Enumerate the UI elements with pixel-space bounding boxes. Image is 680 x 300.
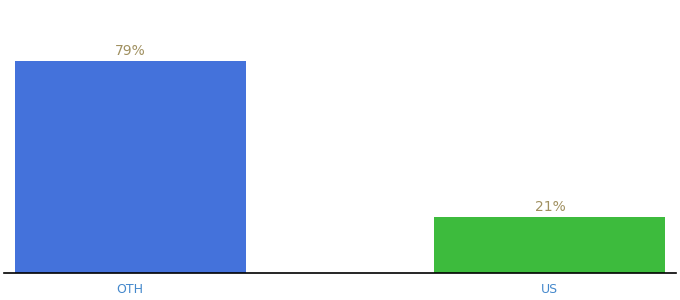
Bar: [15, 61, 245, 273]
Text: 21%: 21%: [534, 200, 565, 214]
Bar: [435, 217, 665, 273]
Text: 79%: 79%: [115, 44, 146, 58]
